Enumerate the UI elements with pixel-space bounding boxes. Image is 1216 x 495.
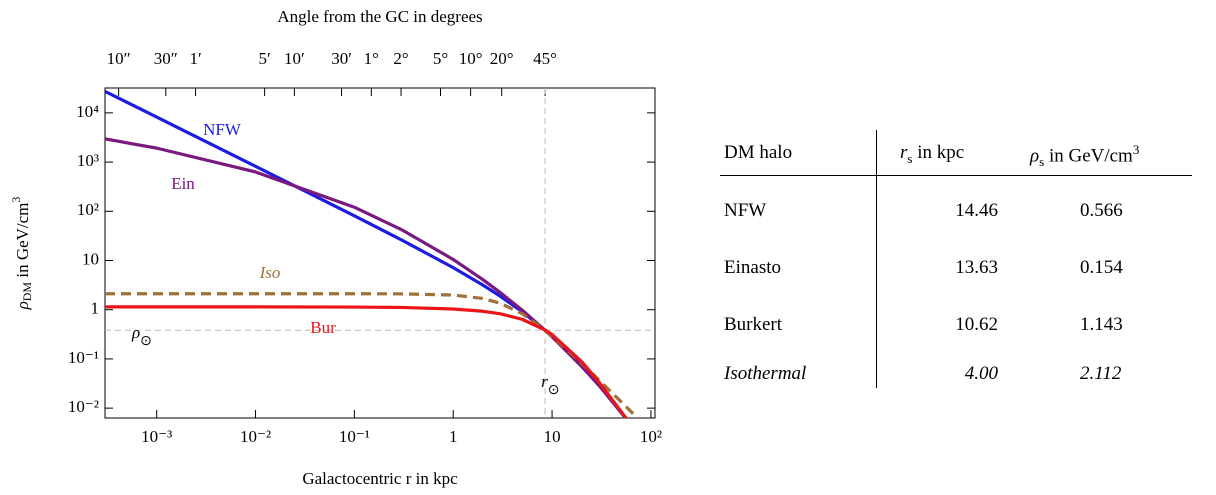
- y-tick-label: 10⁴: [76, 102, 99, 121]
- x2-tick-label: 5′: [259, 49, 271, 68]
- series-label: NFW: [203, 120, 242, 139]
- table-cell: 10.62: [955, 314, 998, 335]
- table-divider: [876, 130, 877, 388]
- table: DM halo rs in kpc ρs in GeV/cm3 NFW 14.46…: [700, 130, 1200, 390]
- table-cell: 2.112: [1080, 363, 1122, 384]
- x2-tick-label: 1′: [189, 49, 201, 68]
- x-tick-label: 10⁻¹: [339, 427, 370, 446]
- x-axis-label: Galactocentric r in kpc: [302, 469, 458, 488]
- plot-frame: [104, 87, 656, 419]
- x-tick-label: 10: [544, 427, 561, 446]
- y-tick-label: 10: [82, 249, 99, 268]
- x-tick-label: 1: [449, 427, 458, 446]
- chart: Angle from the GC in degrees Galactocent…: [9, 7, 662, 488]
- y-tick-label: 10²: [77, 200, 99, 219]
- table-cell: 0.566: [1080, 200, 1123, 221]
- table-divider: [720, 175, 1192, 176]
- table-cell: 14.46: [955, 200, 998, 221]
- y-tick-label: 10⁻²: [68, 397, 99, 416]
- y-tick-label: 1: [91, 299, 100, 318]
- x-tick-label: 10⁻²: [240, 427, 271, 446]
- table-cell: NFW: [724, 200, 767, 221]
- table-cell: 4.00: [964, 363, 998, 384]
- subscript: ⊙: [140, 334, 152, 349]
- x2-tick-label: 30′: [331, 49, 352, 68]
- x2-tick-label: 5°: [433, 49, 448, 68]
- y-axis-label: ρDM in GeV/cm3: [9, 197, 34, 311]
- x2-tick-label: 10′: [284, 49, 305, 68]
- symbol: r: [541, 372, 548, 391]
- x-tick-label: 10⁻³: [141, 427, 172, 446]
- table-cell: 0.154: [1080, 257, 1123, 278]
- table-cell: 13.63: [955, 257, 998, 278]
- hline-label: ρ⊙: [131, 323, 152, 349]
- subscript: ⊙: [548, 383, 560, 398]
- plot-area: [105, 88, 655, 418]
- series-label: Iso: [259, 263, 281, 282]
- table-cell: Isothermal: [724, 363, 807, 384]
- table-cell: 1.143: [1080, 314, 1123, 335]
- series-line: [105, 89, 628, 418]
- series-line: [105, 305, 628, 418]
- series-label: Bur: [310, 318, 336, 337]
- y-tick-label: 10³: [77, 151, 99, 170]
- x2-tick-label: 30″: [154, 49, 178, 68]
- series-label: Ein: [171, 174, 195, 193]
- series-line: [105, 137, 628, 418]
- x2-tick-label: 20°: [490, 49, 514, 68]
- header-cell: DM halo: [724, 142, 793, 163]
- x2-tick-label: 10°: [459, 49, 483, 68]
- table-cell: Einasto: [724, 257, 781, 278]
- header-cell: ρs in GeV/cm3: [1030, 142, 1140, 170]
- header-cell: rs in kpc: [900, 142, 965, 166]
- x2-tick-label: 2°: [393, 49, 408, 68]
- table-cell: Burkert: [724, 314, 783, 335]
- x-tick-label: 10²: [640, 427, 662, 446]
- vline-label: r⊙: [541, 372, 559, 398]
- chart-title: Angle from the GC in degrees: [277, 7, 482, 26]
- x2-tick-label: 1°: [364, 49, 379, 68]
- x2-tick-label: 45°: [533, 49, 557, 68]
- y-tick-label: 10⁻¹: [68, 348, 99, 367]
- x2-tick-label: 10″: [107, 49, 131, 68]
- series-line: [105, 292, 640, 418]
- symbol: ρ: [131, 323, 140, 342]
